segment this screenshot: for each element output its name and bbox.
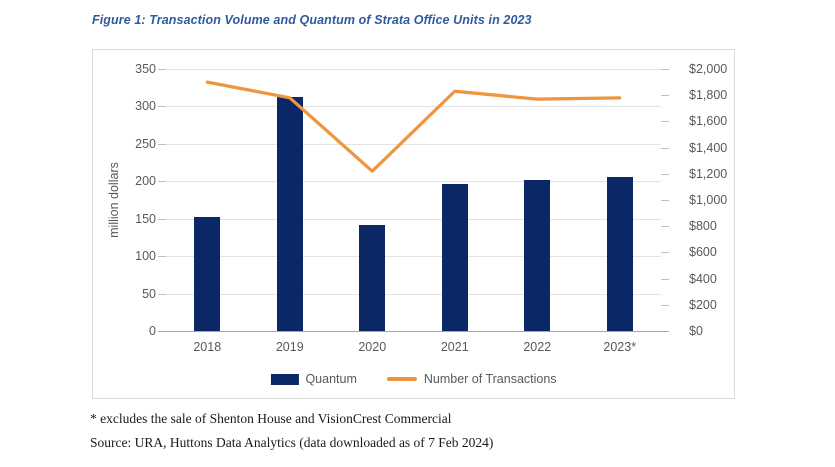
x-axis-label-2021: 2021 — [440, 340, 469, 354]
left-axis-tick — [158, 181, 166, 183]
bar-2022 — [524, 179, 551, 331]
left-axis-tick — [158, 218, 166, 220]
left-axis-tick-label: 350 — [135, 62, 156, 76]
gridline — [166, 218, 661, 220]
right-axis-tick — [661, 304, 669, 306]
x-axis-label-2023: 2023* — [603, 340, 637, 354]
right-axis-tick — [661, 278, 669, 280]
right-axis-tick-label: $0 — [689, 324, 703, 338]
bar-2019 — [276, 97, 303, 331]
right-axis-tick-label: $400 — [689, 271, 717, 286]
right-axis-tick-label: $1,000 — [689, 193, 728, 207]
bar-2018 — [194, 217, 221, 331]
right-axis-tick — [661, 95, 669, 97]
left-axis-tick-label: 150 — [135, 211, 156, 226]
right-axis-tick-label: $800 — [689, 219, 717, 234]
gridline — [166, 106, 661, 108]
quantum-legend-swatch-icon — [270, 373, 299, 385]
chart-panel: million dollars Quantum Number of Transa… — [92, 49, 735, 399]
left-axis-tick-label: 100 — [135, 249, 156, 264]
right-axis-tick-label: $1,400 — [689, 140, 728, 155]
x-axis-label-2018: 2018 — [193, 340, 222, 354]
figure-title: Figure 1: Transaction Volume and Quantum… — [92, 13, 532, 27]
x-axis-label-2019: 2019 — [275, 340, 304, 354]
bar-2021 — [441, 183, 468, 331]
x-axis-line — [158, 331, 669, 332]
x-axis-label-2020: 2020 — [358, 340, 387, 354]
transactions-legend-label: Number of Transactions — [423, 372, 557, 386]
gridline — [166, 256, 661, 258]
right-axis-tick — [661, 121, 669, 123]
quantum-legend-label: Quantum — [305, 372, 357, 386]
right-axis-tick-label: $2,000 — [689, 62, 728, 76]
right-axis-tick-label: $200 — [689, 297, 717, 312]
left-axis-tick-label: 250 — [135, 136, 156, 151]
left-axis-tick — [158, 256, 166, 258]
legend: Quantum Number of Transactions — [270, 372, 557, 386]
gridline — [166, 181, 661, 183]
gridline — [166, 69, 661, 70]
right-axis-tick — [661, 226, 669, 228]
right-axis-tick — [661, 200, 669, 201]
left-axis-tick — [158, 293, 166, 295]
x-axis-label-2022: 2022 — [523, 340, 552, 354]
left-axis-tick-label: 200 — [135, 174, 156, 189]
left-axis-tick-label: 300 — [135, 99, 156, 114]
right-axis-tick — [661, 69, 669, 70]
gridline — [166, 293, 661, 295]
right-axis-tick-label: $1,200 — [689, 166, 728, 181]
right-axis-tick — [661, 252, 669, 254]
left-axis-tick — [158, 106, 166, 108]
left-axis-tick-label: 0 — [149, 324, 156, 338]
left-axis-tick-label: 50 — [142, 286, 156, 301]
footnote-exclusion: * excludes the sale of Shenton House and… — [90, 411, 452, 426]
right-axis-tick-label: $600 — [689, 245, 717, 260]
gridline — [166, 143, 661, 145]
right-axis-tick-label: $1,600 — [689, 114, 728, 129]
left-axis-tick — [158, 69, 166, 70]
footnote-source: Source: URA, Huttons Data Analytics (dat… — [90, 435, 494, 450]
transactions-legend-swatch-icon — [386, 377, 417, 381]
right-axis-tick — [661, 173, 669, 175]
bar-2023* — [606, 176, 633, 331]
left-axis-title: million dollars — [107, 162, 121, 238]
right-axis-tick — [661, 147, 669, 149]
bar-2020 — [359, 225, 386, 331]
left-axis-tick — [158, 143, 166, 145]
right-axis-tick-label: $1,800 — [689, 88, 728, 103]
